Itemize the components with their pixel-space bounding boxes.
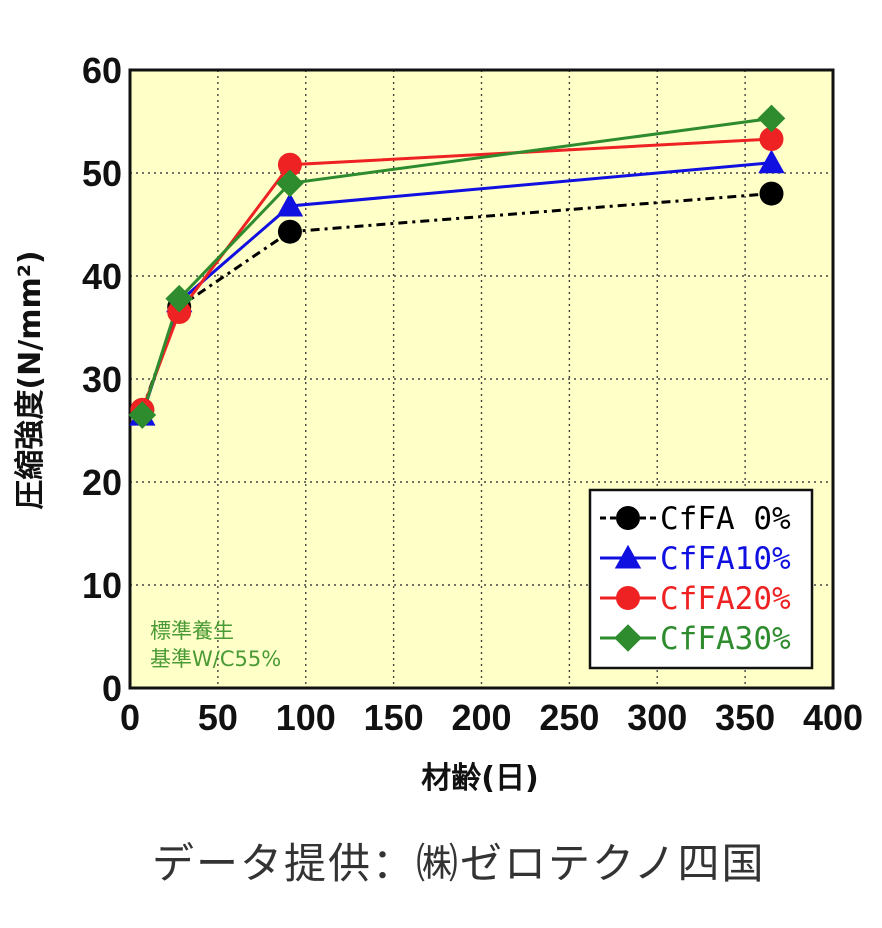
legend-label-0: CfFA 0% — [660, 501, 791, 537]
legend-label-3: CfFA30% — [660, 621, 791, 657]
data-point-1 — [758, 149, 785, 174]
legend-marker-0 — [616, 506, 640, 530]
data-point-1 — [276, 192, 304, 217]
y-tick-label: 30 — [82, 359, 122, 400]
legend-label-2: CfFA20% — [660, 581, 791, 617]
legend-marker-1 — [614, 544, 642, 569]
legend-label-1: CfFA10% — [660, 541, 791, 577]
y-tick-label: 20 — [82, 462, 122, 503]
y-tick-label: 40 — [82, 256, 122, 297]
data-point-3 — [128, 401, 157, 429]
series-layer — [128, 104, 786, 429]
x-tick-label: 250 — [539, 697, 599, 738]
tick-labels: 0 50 100 150 200 250 300 350 400 0 10 20 30 40 50 60 — [82, 50, 863, 738]
plot-frame — [128, 68, 835, 690]
x-tick-label: 50 — [198, 697, 238, 738]
y-tick-label: 50 — [82, 153, 122, 194]
y-tick-label: 0 — [102, 668, 122, 709]
x-tick-label: 350 — [715, 697, 775, 738]
y-axis-label: 圧縮強度(N/mm²) — [13, 250, 48, 509]
annotation-curing: 標準養生 — [150, 619, 234, 643]
legend: CfFA 0% CfFA10% CfFA20% CfFA30% — [588, 488, 814, 670]
x-tick-label: 0 — [120, 697, 140, 738]
y-tick-label: 10 — [82, 565, 122, 606]
legend-marker-3 — [614, 624, 642, 652]
data-point-0 — [759, 181, 784, 206]
data-point-2 — [759, 127, 784, 152]
data-point-0 — [277, 219, 302, 244]
data-point-3 — [276, 169, 304, 198]
data-point-2 — [277, 152, 302, 177]
x-tick-label: 300 — [627, 697, 687, 738]
x-tick-label: 150 — [364, 697, 424, 738]
series-line-3 — [140, 116, 772, 416]
annotation-wc-ratio: 基準W/C55% — [150, 647, 281, 671]
compressive-strength-chart: 0 50 100 150 200 250 300 350 400 0 10 20 30 40 50 60 材齢… — [13, 50, 863, 796]
data-point-3 — [165, 284, 194, 313]
x-axis-label: 材齢(日) — [421, 761, 538, 796]
series-line-0 — [140, 192, 772, 411]
y-tick-label: 60 — [82, 50, 122, 91]
data-point-3 — [757, 104, 786, 133]
x-tick-label: 100 — [276, 697, 336, 738]
legend-marker-2 — [616, 586, 640, 610]
x-tick-label: 200 — [451, 697, 511, 738]
data-source-caption: データ提供：㈱ゼロテクノ四国 — [152, 839, 766, 888]
x-tick-label: 400 — [803, 697, 863, 738]
